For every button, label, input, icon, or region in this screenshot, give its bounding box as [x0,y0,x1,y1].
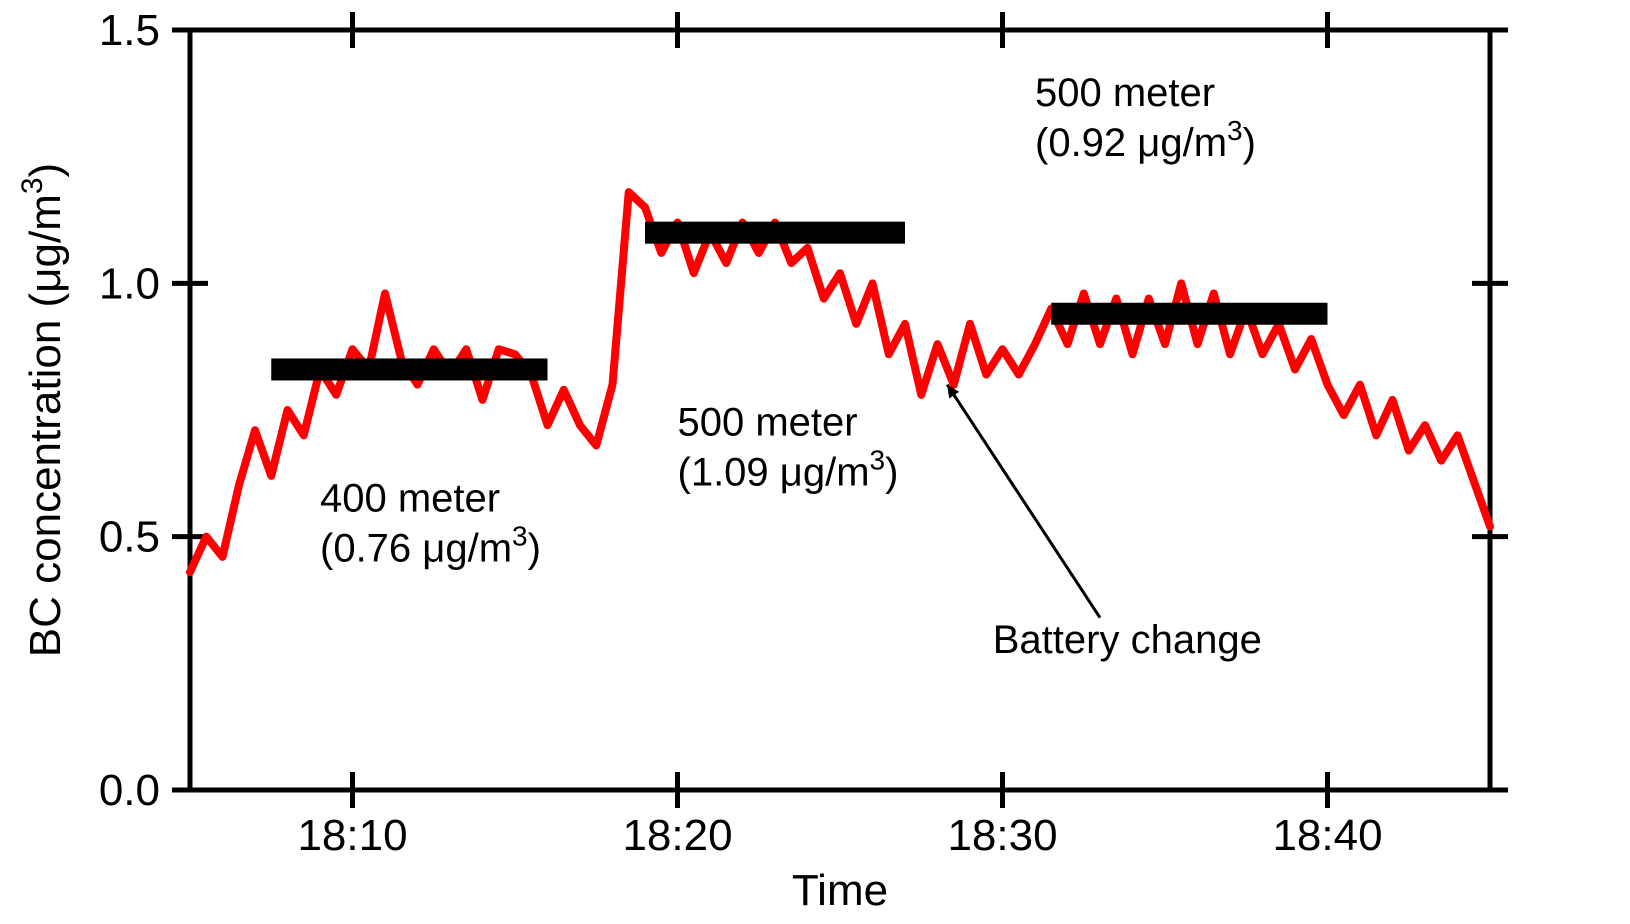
x-axis-label: Time [792,866,888,915]
annotation-0: (0.76 μg/m3) [320,520,541,570]
annotation-3: Battery change [993,618,1262,662]
x-tick-label: 18:10 [297,811,407,860]
y-tick-label: 1.0 [99,259,160,308]
x-tick-label: 18:20 [622,811,732,860]
x-tick-label: 18:40 [1272,811,1382,860]
annotation-2: (0.92 μg/m3) [1035,115,1256,165]
bc-time-chart: 18:10 18:20 18:30 18:40 0.0 0.5 1.0 1.5 Time BC c… [0,0,1630,924]
annotation-2: 500 meter [1035,71,1215,115]
mean-bar [1051,303,1327,325]
x-tick-label: 18:30 [947,811,1057,860]
y-tick-label: 0.0 [99,766,160,815]
mean-bar [645,222,905,244]
annotation-0: 400 meter [320,476,500,520]
y-axis-label: BC concentration (μg/m3) [16,163,70,657]
battery-arrow-line [947,385,1100,618]
y-tick-label: 1.5 [99,6,160,55]
mean-bar [271,358,547,380]
y-tick-label: 0.5 [99,513,160,562]
annotation-1: 500 meter [678,400,858,444]
annotation-1: (1.09 μg/m3) [678,444,899,494]
